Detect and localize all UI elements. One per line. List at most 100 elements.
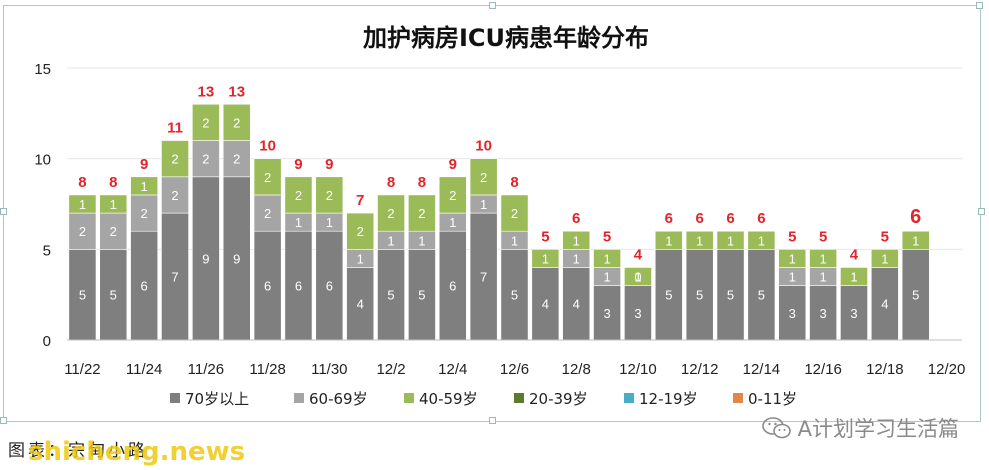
- bar-segment-label: 5: [110, 288, 117, 303]
- bar-total-label: 11: [167, 120, 183, 137]
- bar-segment-label: 3: [789, 306, 796, 321]
- bar-segment-label: 1: [110, 197, 117, 212]
- bar-segment: [284, 176, 313, 214]
- bar-segment: [901, 230, 930, 250]
- x-tick-label: 12/18: [866, 361, 904, 378]
- legend-swatch: [294, 393, 304, 403]
- bar-total-label: 10: [259, 138, 276, 155]
- bar-segment-label: 5: [511, 288, 518, 303]
- resize-handle-top[interactable]: [489, 2, 496, 9]
- bar-segment: [809, 249, 838, 268]
- x-tick-label: 12/8: [562, 361, 591, 378]
- bar-total-label: 6: [696, 210, 704, 227]
- bar-segment: [562, 230, 591, 250]
- bar-segment: [840, 285, 868, 341]
- bar-total-label: 5: [881, 228, 889, 245]
- legend-swatch: [624, 393, 634, 403]
- bar-segment-label: 1: [696, 233, 703, 248]
- bar-total-label: 8: [78, 174, 86, 191]
- bar-segment-label: 2: [233, 152, 240, 167]
- bar-segment-label: 6: [141, 279, 148, 294]
- legend-label: 40-59岁: [419, 390, 478, 408]
- bar-total-label: 5: [788, 228, 796, 245]
- resize-handle-bottom-left[interactable]: [0, 417, 7, 424]
- bar-segment: [68, 212, 97, 250]
- bar-segment: [840, 267, 868, 286]
- bar-segment-label: 2: [449, 188, 456, 203]
- bar-segment: [130, 194, 159, 232]
- bar-segment: [870, 267, 899, 341]
- bar-segment: [654, 249, 683, 341]
- bar-total-label: 9: [325, 156, 333, 173]
- bar-segment-label: 1: [418, 233, 425, 248]
- bar-segment: [253, 158, 282, 196]
- bar-segment-label: 2: [264, 206, 271, 221]
- bar-segment-label: 1: [850, 270, 857, 285]
- bar-total-label: 9: [140, 156, 148, 173]
- bar-segment: [192, 176, 220, 341]
- bar-segment-label: 5: [696, 288, 703, 303]
- bar-segment: [438, 176, 467, 214]
- resize-handle-top-right[interactable]: [976, 2, 983, 9]
- bar-total-label: 9: [449, 156, 457, 173]
- bar-total-label: 6: [665, 210, 673, 227]
- bar-segment-label: 2: [202, 115, 209, 130]
- bar-segment-label: 2: [79, 224, 86, 239]
- bar-total-label: 8: [387, 174, 395, 191]
- bar-segment-label: 1: [326, 215, 333, 230]
- bar-segment: [809, 285, 838, 341]
- bar-segment-label: 1: [79, 197, 86, 212]
- bar-segment: [99, 194, 128, 214]
- bar-total-label: 6: [726, 210, 734, 227]
- bar-segment-label: 7: [171, 270, 178, 285]
- bar-segment: [685, 230, 714, 250]
- bar-total-label: 8: [510, 174, 518, 191]
- legend-label: 20-39岁: [529, 390, 588, 408]
- x-tick-label: 12/2: [376, 361, 405, 378]
- resize-handle-right[interactable]: [978, 208, 985, 215]
- bar-segment-label: 3: [603, 306, 610, 321]
- y-tick-label: 15: [34, 61, 51, 78]
- bar-segment-label: 2: [171, 152, 178, 167]
- bar-segment: [593, 249, 621, 268]
- bar-segment: [469, 158, 498, 196]
- bar-segment: [315, 176, 344, 214]
- bar-segment: [747, 249, 776, 341]
- bar-segment: [747, 230, 776, 250]
- bar-total-label: 6: [910, 206, 921, 228]
- x-tick-label: 11/26: [188, 361, 224, 378]
- bar-segment-label: 4: [357, 297, 364, 312]
- bar-segment-label: 2: [326, 188, 333, 203]
- x-tick-label: 12/12: [681, 361, 719, 378]
- resize-handle-left[interactable]: [0, 208, 7, 215]
- bar-segment: [531, 249, 560, 268]
- bar-segment: [778, 249, 807, 268]
- bar-segment: [253, 230, 282, 341]
- bar-segment-label: 1: [573, 251, 580, 266]
- bar-segment-label: 2: [357, 224, 364, 239]
- bar-segment: [222, 176, 251, 341]
- legend-swatch: [733, 393, 743, 403]
- bar-total-label: 7: [356, 192, 364, 209]
- bar-segment-label: 5: [665, 288, 672, 303]
- x-tick-label: 11/28: [249, 361, 285, 378]
- bar-segment: [624, 285, 652, 341]
- bar-segment-label: 4: [881, 297, 888, 312]
- bar-segment-label: 2: [171, 188, 178, 203]
- bar-segment: [161, 176, 189, 214]
- bar-segment: [778, 285, 807, 341]
- resize-handle-bottom[interactable]: [489, 417, 496, 424]
- bar-segment-label: 3: [850, 306, 857, 321]
- bar-segment-label: 1: [881, 251, 888, 266]
- bar-segment-label: 2: [233, 115, 240, 130]
- bar-total-label: 10: [475, 138, 492, 155]
- bar-segment-label: 1: [480, 197, 487, 212]
- bar-segment: [99, 249, 128, 341]
- bar-segment-label: 1: [912, 233, 919, 248]
- bar-segment-label: 4: [542, 297, 549, 312]
- x-tick-label: 11/24: [126, 361, 162, 378]
- bar-total-label: 5: [541, 228, 549, 245]
- x-tick-label: 11/30: [311, 361, 347, 378]
- bar-total-label: 5: [819, 228, 827, 245]
- bar-segment: [593, 285, 621, 341]
